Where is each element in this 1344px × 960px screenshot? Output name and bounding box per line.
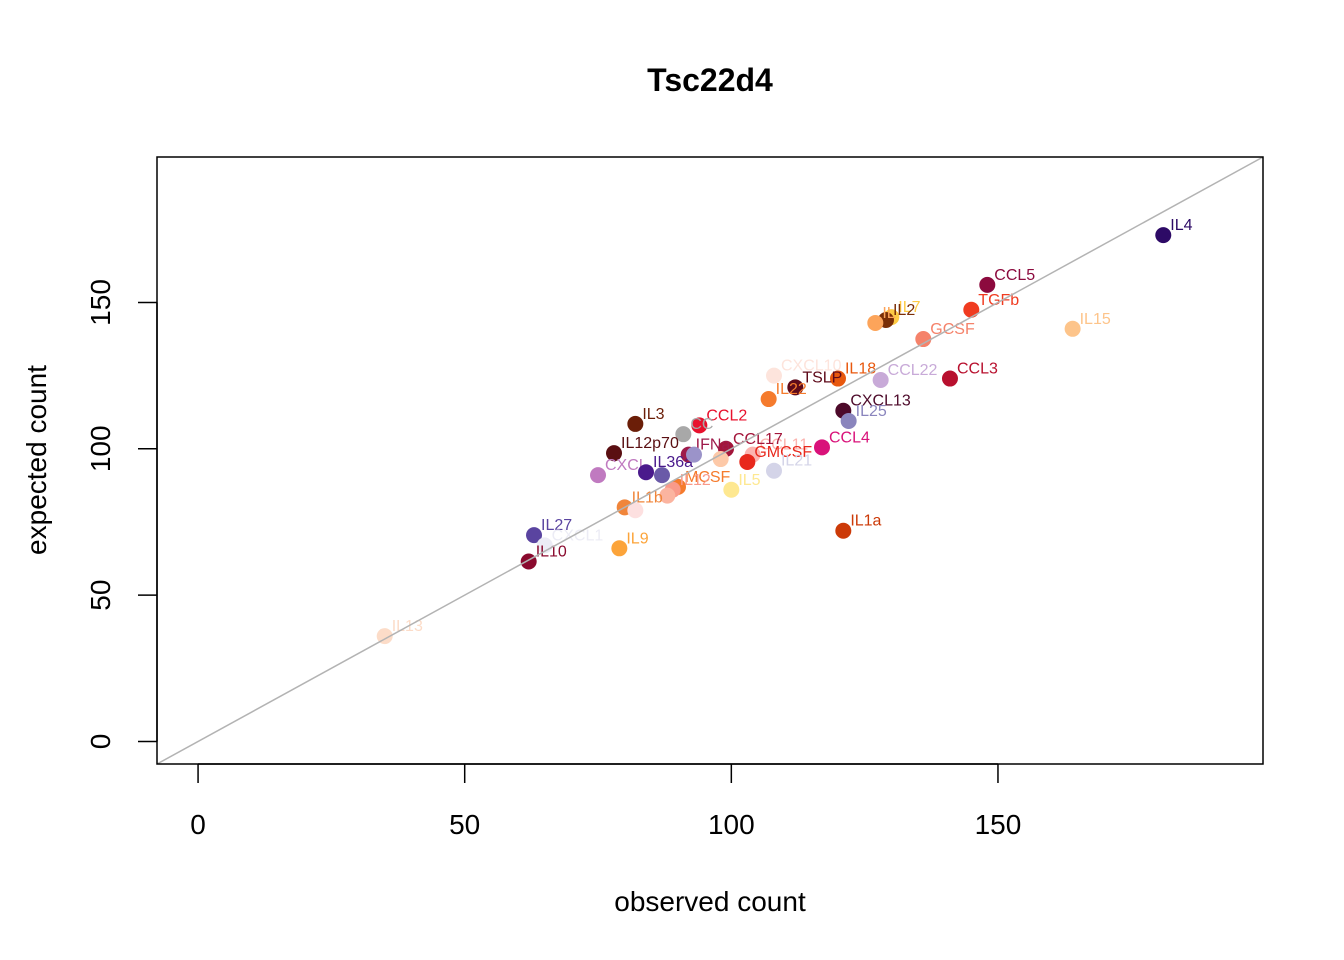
data-point [829,370,846,387]
chart-title: Tsc22d4 [647,62,773,98]
point-label: IL1a [850,513,881,530]
point-label: IL21 [781,453,812,470]
y-tick-label: 100 [85,425,116,472]
point-label: CXCL1 [552,527,604,544]
point-label: IL12 [680,472,711,489]
point-label: CCL11 [760,437,809,454]
data-point [590,467,607,484]
x-tick-label: 0 [190,809,206,840]
point-label: IL2 [893,302,915,319]
point-label: CC [690,416,713,433]
data-point [813,439,830,456]
point-label: IL4 [1170,217,1192,234]
point-label: CCL22 [888,362,938,379]
x-axis: 0 50 100 150 [190,763,1022,840]
data-point [520,553,537,570]
point-label: CCL5 [994,267,1035,284]
point-label: IL3 [642,406,664,423]
point-label: IL5 [738,472,760,489]
point-label: CCL17 [733,431,783,448]
x-axis-label: observed count [614,886,806,917]
data-point [723,481,740,498]
point-label: IL7 [898,299,920,316]
points-layer: IL4CCL5TGFbIL15GCSFIL7IL2ILCCL3CCL22IL18… [376,217,1193,645]
point-label: GMCSF [754,444,812,461]
point-label: CXCL10 [781,358,842,375]
point-label: CCL4 [829,429,870,446]
data-point [526,527,543,544]
data-point [1064,320,1081,337]
point-label: TSLP [802,369,842,386]
data-point [686,446,703,463]
point-label: CXCL13 [850,393,911,410]
point-label: IL15 [1080,311,1111,328]
x-tick-label: 50 [449,809,480,840]
data-point [1155,227,1172,244]
point-label: MCSF [685,469,731,486]
point-label: IL [882,305,895,322]
point-label: IL9 [626,530,648,547]
data-point [787,379,804,396]
point-label: IL22 [776,381,807,398]
y-tick-label: 50 [85,580,116,611]
data-point [627,502,644,519]
data-point [712,451,729,468]
data-point [627,415,644,432]
x-tick-label: 100 [708,809,755,840]
point-label: IL25 [856,403,887,420]
point-label: IFNa [696,437,731,454]
data-point [376,628,393,645]
data-point [654,467,671,484]
point-label: CCL3 [957,361,998,378]
data-point [979,276,996,293]
data-point [760,391,777,408]
data-point [872,372,889,389]
data-point [659,487,676,504]
data-point [739,453,756,470]
data-point [638,464,655,481]
point-label: IL1b [632,489,663,506]
point-label: IL12p70 [621,435,679,452]
data-point [611,540,628,557]
point-label: CXCL [605,457,648,474]
data-point [606,445,623,462]
y-tick-label: 150 [85,279,116,326]
y-axis: 0 50 100 150 [85,279,158,750]
x-tick-label: 150 [975,809,1022,840]
point-label: IL36a [653,454,693,471]
data-point [963,301,980,318]
reference-line [156,156,1264,765]
data-point [691,417,708,434]
data-point [941,370,958,387]
data-point [840,412,857,429]
data-point [675,426,692,443]
data-point [835,522,852,539]
data-point [867,314,884,331]
point-label: CCL2 [706,407,747,424]
point-label: IL27 [541,517,572,534]
point-label: IL10 [536,543,567,560]
data-point [765,367,782,384]
data-point [915,331,932,348]
y-axis-label: expected count [21,365,52,555]
point-label: IL18 [845,361,876,378]
y-tick-label: 0 [85,734,116,750]
data-point [765,462,782,479]
